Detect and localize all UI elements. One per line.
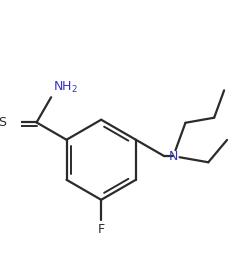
Text: S: S — [0, 116, 6, 129]
Text: NH$_2$: NH$_2$ — [53, 80, 78, 96]
Text: N: N — [169, 150, 178, 163]
Text: F: F — [98, 223, 105, 235]
